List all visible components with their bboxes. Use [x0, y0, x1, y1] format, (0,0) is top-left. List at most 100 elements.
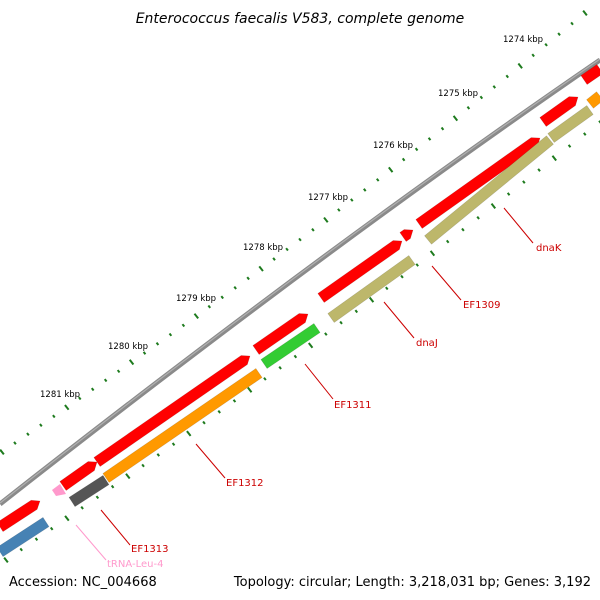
minor-tick	[375, 178, 380, 182]
minor-tick	[311, 228, 315, 232]
cds-feature	[59, 461, 98, 491]
minor-tick	[80, 505, 84, 510]
gene-labels: dnaK EF1309 dnaJ EF1311 EF1312 EF1313 tR…	[107, 243, 562, 570]
minor-tick	[39, 423, 43, 428]
kbp-label: 1276 kbp	[373, 141, 413, 151]
cds-feature	[580, 64, 600, 85]
cds-track-forward	[0, 64, 600, 533]
leader-tRNA	[75, 524, 107, 561]
minor-tick	[116, 369, 121, 374]
minor-tick	[272, 257, 276, 261]
major-tick	[517, 62, 523, 69]
minor-tick	[52, 414, 56, 419]
gene-feature-dnaK	[424, 135, 554, 245]
minor-tick	[354, 309, 359, 314]
label-leaders	[75, 207, 534, 561]
cds-feature	[539, 96, 579, 127]
minor-tick	[232, 399, 237, 403]
outer-dot-ticks	[0, 10, 588, 455]
minor-tick	[445, 239, 450, 244]
minor-tick	[337, 208, 341, 212]
kbp-label: 1281 kbp	[40, 390, 80, 400]
kbp-label: 1280 kbp	[108, 342, 148, 352]
major-tick	[388, 166, 394, 173]
major-tick	[323, 216, 329, 223]
minor-tick	[26, 432, 30, 436]
minor-tick	[385, 286, 389, 291]
gene-label-EF1311: EF1311	[334, 400, 372, 411]
trna-feature	[52, 484, 66, 496]
kbp-label: 1274 kbp	[503, 35, 543, 45]
minor-tick	[171, 442, 176, 447]
major-tick	[128, 359, 135, 366]
cds-feature	[317, 240, 403, 303]
minor-tick	[400, 274, 404, 279]
minor-tick	[13, 441, 17, 445]
major-tick	[0, 449, 5, 455]
minor-tick	[49, 526, 54, 531]
minor-tick	[156, 453, 161, 457]
minor-tick	[95, 495, 100, 500]
kbp-label: 1277 kbp	[308, 193, 348, 203]
gene-label-EF1312: EF1312	[226, 478, 264, 489]
cds-feature	[399, 229, 414, 242]
minor-tick	[506, 192, 511, 196]
minor-tick	[168, 332, 173, 337]
minor-tick	[461, 227, 465, 232]
cds-feature	[415, 137, 541, 229]
minor-tick	[401, 157, 406, 162]
accession-text: Accession: NC_004668	[9, 575, 157, 590]
gene-label-EF1313: EF1313	[131, 544, 169, 555]
minor-tick	[537, 168, 541, 172]
major-tick	[307, 342, 314, 349]
gene-feature-orange	[586, 91, 600, 109]
minor-tick	[181, 323, 186, 328]
minor-tick	[285, 247, 289, 252]
minor-tick	[220, 295, 224, 300]
minor-tick	[142, 351, 147, 355]
gene-label-tRNA-Leu-4: tRNA-Leu-4	[107, 559, 163, 570]
minor-tick	[440, 126, 445, 131]
minor-tick	[415, 263, 419, 267]
major-tick	[452, 115, 459, 122]
cds-feature	[0, 499, 41, 533]
kbp-ruler: 1274 kbp 1275 kbp 1276 kbp 1277 kbp 1278…	[40, 35, 543, 400]
minor-tick	[90, 387, 95, 392]
minor-tick	[141, 463, 145, 468]
leader-dnaK	[503, 207, 534, 244]
genome-backbone	[0, 57, 600, 506]
minor-tick	[466, 106, 471, 110]
major-tick	[490, 202, 497, 209]
minor-tick	[557, 32, 561, 36]
minor-tick	[34, 537, 39, 541]
minor-tick	[155, 342, 160, 346]
inner-dot-ticks	[3, 120, 600, 563]
minor-tick	[414, 147, 419, 152]
minor-tick	[202, 420, 206, 425]
leader-dnaJ	[383, 301, 415, 339]
cds-feature	[93, 355, 251, 467]
minor-tick	[339, 320, 343, 325]
minor-tick	[207, 304, 212, 309]
minor-tick	[583, 132, 587, 136]
minor-tick	[350, 198, 354, 202]
leader-EF1313	[100, 509, 131, 546]
minor-tick	[427, 137, 432, 141]
minor-tick	[544, 42, 548, 47]
cds-feature	[252, 313, 309, 355]
minor-tick	[567, 144, 572, 148]
minor-tick	[78, 396, 82, 401]
chart-title: Enterococcus faecalis V583, complete gen…	[136, 11, 465, 27]
minor-tick	[598, 120, 600, 124]
minor-tick	[263, 377, 267, 381]
gene-feature-EF1313	[68, 474, 110, 508]
gene-feature-EF1311	[260, 323, 321, 369]
gene-label-dnaK: dnaK	[536, 243, 562, 254]
minor-tick	[298, 237, 302, 242]
gene-feature-dnaJ	[327, 255, 416, 323]
major-tick	[429, 250, 436, 257]
gene-feature-blue	[0, 516, 50, 558]
major-tick	[64, 404, 70, 411]
minor-tick	[531, 53, 535, 58]
minor-tick	[246, 276, 250, 281]
